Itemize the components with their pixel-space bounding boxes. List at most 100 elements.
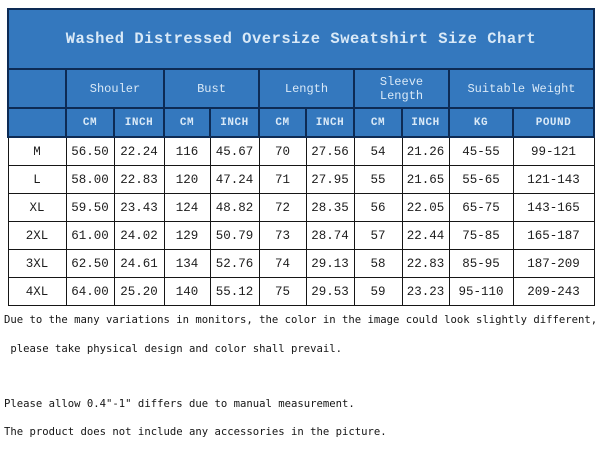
measurement-cell: 50.79 [209,221,260,250]
table-group-header-row: Shouler Bust Length Sleeve Length Suitab… [7,68,595,109]
unit-header-cm: CM [258,107,307,138]
measurement-cell: 28.35 [305,193,355,222]
measurement-cell: 58.00 [65,165,115,194]
size-label: 2XL [7,221,67,250]
measurement-cell: 45.67 [209,136,260,166]
unit-header-cm: CM [65,107,115,138]
group-header-length: Length [258,68,355,109]
group-header-sleeve-length: Sleeve Length [353,68,450,109]
measurement-cell: 61.00 [65,221,115,250]
measurement-cell: 22.83 [113,165,165,194]
measurement-disclaimer: Please allow 0.4"-1" differs due to manu… [4,398,355,410]
measurement-cell: 23.43 [113,193,165,222]
measurement-cell: 58 [353,249,403,278]
measurement-cell: 134 [163,249,211,278]
measurement-cell: 25.20 [113,277,165,306]
measurement-cell: 140 [163,277,211,306]
measurement-cell: 23.23 [401,277,450,306]
measurement-cell: 74 [258,249,307,278]
measurement-cell: 65-75 [448,193,514,222]
size-chart-table: Washed Distressed Oversize Sweatshirt Si… [7,8,595,306]
unit-header-cm: CM [353,107,403,138]
measurement-cell: 48.82 [209,193,260,222]
table-row: 2XL 61.00 24.02 129 50.79 73 28.74 57 22.44 75-85… [7,221,595,250]
measurement-cell: 27.95 [305,165,355,194]
size-label: L [7,165,67,194]
measurement-cell: 95-110 [448,277,514,306]
unit-header-inch: INCH [209,107,260,138]
measurement-cell: 55-65 [448,165,514,194]
measurement-cell: 73 [258,221,307,250]
measurement-cell: 99-121 [512,136,595,166]
measurement-cell: 187-209 [512,249,595,278]
measurement-cell: 22.83 [401,249,450,278]
measurement-cell: 54 [353,136,403,166]
measurement-cell: 209-243 [512,277,595,306]
measurement-cell: 120 [163,165,211,194]
measurement-cell: 55 [353,165,403,194]
table-row: XL 59.50 23.43 124 48.82 72 28.35 56 22.05 65-75 1… [7,193,595,222]
size-label: 3XL [7,249,67,278]
measurement-cell: 21.65 [401,165,450,194]
measurement-cell: 56.50 [65,136,115,166]
measurement-cell: 47.24 [209,165,260,194]
table-row: M 56.50 22.24 116 45.67 70 27.56 54 21.26 45-55 99… [7,136,595,166]
measurement-cell: 62.50 [65,249,115,278]
table-title: Washed Distressed Oversize Sweatshirt Si… [7,8,595,70]
measurement-cell: 70 [258,136,307,166]
measurement-cell: 57 [353,221,403,250]
group-header-shoulder: Shouler [65,68,165,109]
group-header-suitable-weight: Suitable Weight [448,68,595,109]
measurement-cell: 124 [163,193,211,222]
measurement-cell: 22.44 [401,221,450,250]
table-row: 4XL 64.00 25.20 140 55.12 75 29.53 59 23.23 95-11… [7,277,595,306]
table-units-row: CM INCH CM INCH CM INCH CM INCH KG POUND [7,107,595,138]
measurement-cell: 71 [258,165,307,194]
measurement-cell: 165-187 [512,221,595,250]
accessories-disclaimer: The product does not include any accesso… [4,426,387,438]
unit-header-inch: INCH [113,107,165,138]
measurement-cell: 27.56 [305,136,355,166]
unit-header-inch: INCH [401,107,450,138]
measurement-cell: 29.53 [305,277,355,306]
measurement-cell: 22.24 [113,136,165,166]
measurement-cell: 129 [163,221,211,250]
unit-header-inch: INCH [305,107,355,138]
measurement-cell: 72 [258,193,307,222]
measurement-cell: 59.50 [65,193,115,222]
measurement-cell: 21.26 [401,136,450,166]
measurement-cell: 52.76 [209,249,260,278]
unit-header-pound: POUND [512,107,595,138]
measurement-cell: 143-165 [512,193,595,222]
measurement-cell: 28.74 [305,221,355,250]
size-label: XL [7,193,67,222]
measurement-cell: 29.13 [305,249,355,278]
measurement-cell: 75-85 [448,221,514,250]
group-header-empty [7,68,67,109]
measurement-cell: 56 [353,193,403,222]
measurement-cell: 121-143 [512,165,595,194]
measurement-cell: 45-55 [448,136,514,166]
measurement-cell: 22.05 [401,193,450,222]
monitor-disclaimer-line-1: Due to the many variations in monitors, … [4,314,598,326]
table-row: L 58.00 22.83 120 47.24 71 27.95 55 21.65 55-65 12… [7,165,595,194]
size-label: 4XL [7,277,67,306]
unit-header-cm: CM [163,107,211,138]
measurement-cell: 24.61 [113,249,165,278]
unit-header-kg: KG [448,107,514,138]
measurement-cell: 116 [163,136,211,166]
size-label: M [7,136,67,166]
measurement-cell: 75 [258,277,307,306]
measurement-cell: 85-95 [448,249,514,278]
table-title-row: Washed Distressed Oversize Sweatshirt Si… [7,8,595,70]
group-header-bust: Bust [163,68,260,109]
measurement-cell: 64.00 [65,277,115,306]
measurement-cell: 59 [353,277,403,306]
measurement-cell: 55.12 [209,277,260,306]
measurement-cell: 24.02 [113,221,165,250]
table-row: 3XL 62.50 24.61 134 52.76 74 29.13 58 22.83 85-95… [7,249,595,278]
monitor-disclaimer-line-2: please take physical design and color sh… [4,343,343,355]
size-table-body: M 56.50 22.24 116 45.67 70 27.56 54 21.26 45-55 99… [7,136,595,306]
unit-header-empty [7,107,67,138]
